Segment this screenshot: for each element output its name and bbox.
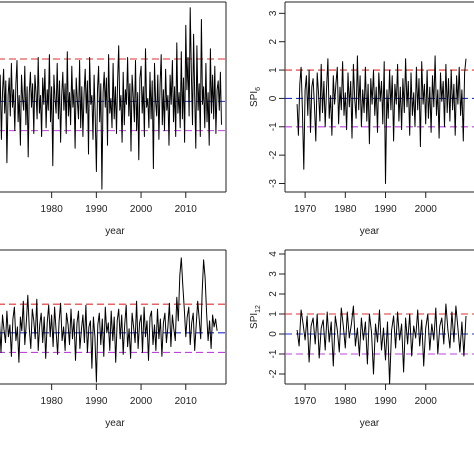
- y-tick-label: 1: [268, 311, 279, 317]
- x-tick-label: 2010: [175, 396, 198, 407]
- y-tick-label: -1: [268, 349, 279, 358]
- y-tick-label: 0: [268, 331, 279, 337]
- x-axis-label: year: [105, 418, 125, 429]
- x-tick-label: 1970: [294, 204, 317, 215]
- x-tick-label: 2000: [130, 204, 153, 215]
- chart-panel-1: 1980 1990 2000 2010 year: [0, 1, 227, 237]
- x-tick-label: 1990: [85, 396, 108, 407]
- x-axis-label: year: [360, 226, 380, 237]
- y-tick-label: 0: [268, 95, 279, 101]
- y-tick-label: 4: [268, 251, 279, 257]
- x-tick-label: 1990: [374, 396, 397, 407]
- y-tick-label: 2: [268, 291, 279, 297]
- y-tick-label: -1: [268, 122, 279, 131]
- x-tick-label: 1990: [85, 204, 108, 215]
- series-line: [296, 55, 467, 184]
- x-tick-label: 1990: [374, 204, 397, 215]
- x-tick-label: 1980: [41, 396, 64, 407]
- x-tick-label: 1980: [334, 204, 357, 215]
- x-axis-label: year: [105, 226, 125, 237]
- y-tick-label: 1: [268, 67, 279, 73]
- x-tick-label: 1980: [334, 396, 357, 407]
- y-tick-label: 2: [268, 38, 279, 44]
- y-tick-label: -3: [268, 179, 279, 188]
- x-tick-label: 2000: [130, 396, 153, 407]
- chart-panel-3: 1980 1990 2000 2010 year: [0, 249, 227, 429]
- chart-panel-2: 1970 1980 1990 2000 year -3 -2 -1 0 1 2 3 SPI6: [249, 1, 474, 237]
- y-tick-label: 3: [268, 271, 279, 277]
- x-tick-label: 2010: [175, 204, 198, 215]
- x-tick-label: 2000: [415, 204, 438, 215]
- x-tick-label: 1980: [41, 204, 64, 215]
- y-axis-label: SPI6: [249, 87, 262, 107]
- chart-panel-4: 1970 1980 1990 2000 year -2 -1 0 1 2 3 4 SPI12: [249, 249, 474, 429]
- x-axis-label: year: [360, 418, 380, 429]
- series-line: [0, 7, 222, 190]
- series-line: [0, 257, 218, 383]
- y-tick-label: -2: [268, 369, 279, 378]
- x-tick-label: 2000: [415, 396, 438, 407]
- y-axis-label: SPI12: [249, 305, 262, 329]
- x-tick-label: 1970: [294, 396, 317, 407]
- series-line: [296, 303, 467, 385]
- y-tick-label: 3: [268, 10, 279, 16]
- y-tick-label: -2: [268, 150, 279, 159]
